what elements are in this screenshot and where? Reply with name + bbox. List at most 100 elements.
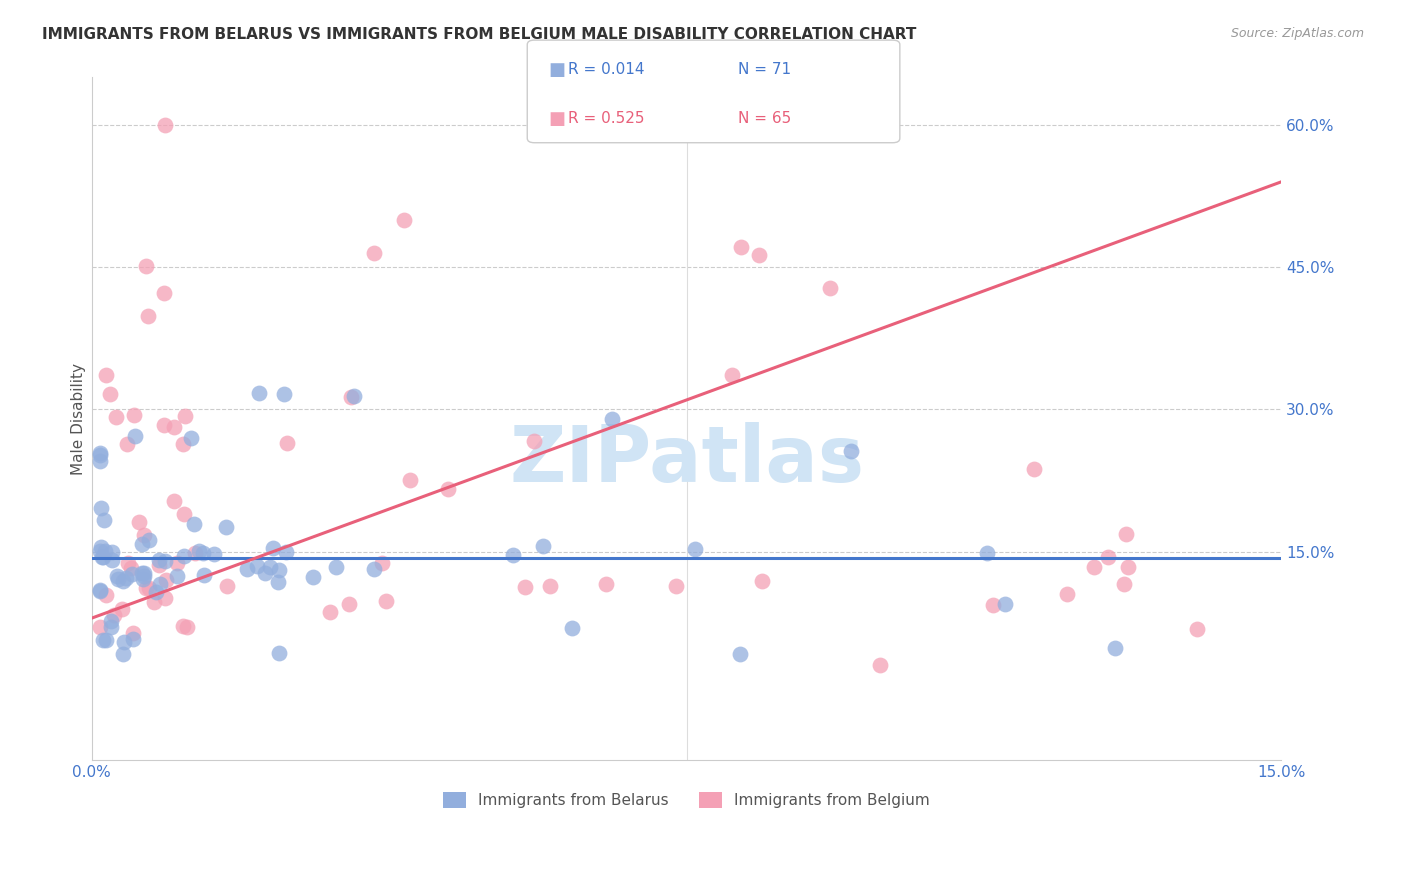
Point — [138, 310, 160, 324]
Point — [665, 579, 688, 593]
Point — [983, 598, 1005, 612]
Point — [267, 563, 290, 577]
Point — [117, 556, 139, 570]
Point — [143, 595, 166, 609]
Point — [128, 515, 150, 529]
Point — [531, 539, 554, 553]
Point — [89, 584, 111, 599]
Point — [253, 566, 276, 581]
Point — [153, 591, 176, 606]
Point — [132, 528, 155, 542]
Point — [193, 568, 215, 582]
Point — [184, 545, 207, 559]
Point — [174, 409, 197, 423]
Point — [172, 437, 194, 451]
Text: ■: ■ — [548, 61, 565, 78]
Point — [94, 368, 117, 382]
Point — [818, 281, 841, 295]
Point — [339, 597, 361, 611]
Text: Source: ZipAtlas.com: Source: ZipAtlas.com — [1230, 27, 1364, 40]
Point — [561, 621, 583, 635]
Point — [94, 543, 117, 558]
Point — [728, 647, 751, 661]
Point — [96, 633, 118, 648]
Point — [135, 259, 157, 273]
Point — [89, 454, 111, 468]
Point — [122, 408, 145, 422]
Point — [262, 541, 284, 556]
Point — [111, 602, 134, 616]
Point — [91, 632, 114, 647]
Point — [166, 556, 188, 570]
Point — [114, 571, 136, 585]
Point — [683, 542, 706, 557]
Text: N = 65: N = 65 — [738, 112, 792, 126]
Point — [98, 386, 121, 401]
Point — [437, 482, 460, 496]
Point — [1056, 587, 1078, 601]
Point — [751, 574, 773, 589]
Point — [193, 546, 215, 560]
Point — [202, 548, 225, 562]
Point — [748, 248, 770, 262]
Point — [371, 557, 394, 571]
Text: IMMIGRANTS FROM BELARUS VS IMMIGRANTS FROM BELGIUM MALE DISABILITY CORRELATION C: IMMIGRANTS FROM BELARUS VS IMMIGRANTS FR… — [42, 27, 917, 42]
Point — [392, 213, 415, 227]
Point — [236, 562, 259, 576]
Point — [148, 553, 170, 567]
Point — [595, 576, 617, 591]
Point — [163, 493, 186, 508]
Text: ZIPatlas: ZIPatlas — [509, 422, 865, 498]
Point — [1022, 461, 1045, 475]
Point — [1112, 577, 1135, 591]
Point — [721, 368, 744, 383]
Point — [1187, 623, 1209, 637]
Point — [183, 516, 205, 531]
Point — [839, 443, 862, 458]
Point — [153, 554, 176, 568]
Text: R = 0.014: R = 0.014 — [568, 62, 644, 77]
Point — [1116, 560, 1139, 574]
Point — [153, 418, 176, 433]
Point — [976, 546, 998, 560]
Point — [117, 437, 139, 451]
Point — [172, 619, 194, 633]
Point — [100, 615, 122, 629]
Point — [101, 545, 124, 559]
Point — [145, 584, 167, 599]
Point — [363, 562, 385, 576]
Point — [135, 581, 157, 595]
Point — [153, 118, 176, 132]
Point — [276, 544, 298, 558]
Point — [155, 573, 177, 587]
Point — [112, 635, 135, 649]
Point — [104, 410, 127, 425]
Point — [1104, 640, 1126, 655]
Point — [138, 581, 160, 595]
Point — [180, 431, 202, 445]
Point — [90, 540, 112, 554]
Point — [267, 646, 290, 660]
Point — [103, 607, 125, 622]
Text: ■: ■ — [548, 110, 565, 128]
Point — [122, 632, 145, 646]
Point — [176, 620, 198, 634]
Point — [112, 574, 135, 589]
Text: N = 71: N = 71 — [738, 62, 792, 77]
Point — [166, 568, 188, 582]
Point — [134, 568, 156, 582]
Point — [100, 620, 122, 634]
Text: R = 0.525: R = 0.525 — [568, 112, 644, 126]
Y-axis label: Male Disability: Male Disability — [72, 363, 86, 475]
Point — [91, 550, 114, 565]
Point — [132, 566, 155, 580]
Point — [869, 658, 891, 673]
Point — [120, 561, 142, 575]
Point — [124, 429, 146, 443]
Point — [122, 625, 145, 640]
Point — [152, 286, 174, 301]
Point — [187, 543, 209, 558]
Point — [515, 580, 537, 594]
Point — [301, 569, 323, 583]
Point — [1083, 560, 1105, 574]
